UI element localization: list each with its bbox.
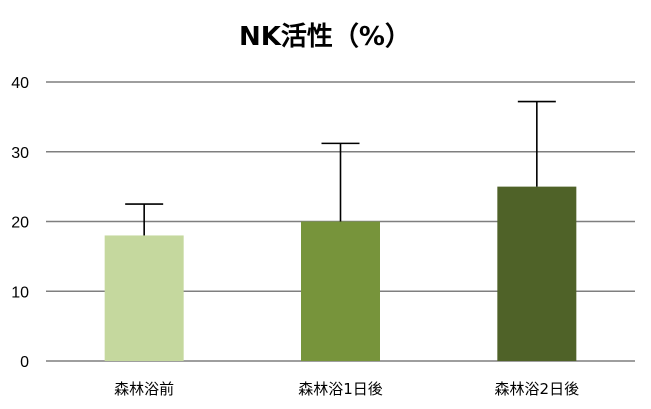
y-axis-ticks: 0 10 20 30 40 bbox=[11, 75, 29, 371]
y-tick-label: 40 bbox=[11, 75, 29, 92]
bar bbox=[301, 221, 380, 361]
bars bbox=[104, 186, 577, 361]
x-axis-labels: 森林浴前 森林浴1日後 森林浴2日後 bbox=[114, 380, 579, 398]
y-tick-label: 20 bbox=[11, 215, 29, 232]
y-tick-label: 10 bbox=[11, 284, 29, 301]
x-tick-label: 森林浴1日後 bbox=[298, 380, 383, 398]
error-bar bbox=[125, 203, 164, 236]
error-bar bbox=[321, 142, 360, 222]
x-tick-label: 森林浴2日後 bbox=[495, 380, 580, 398]
error-bar bbox=[517, 100, 556, 187]
x-tick-label: 森林浴前 bbox=[114, 380, 174, 398]
bar bbox=[497, 186, 577, 361]
chart-title: NK活性（%） bbox=[239, 22, 411, 52]
error-bars bbox=[125, 100, 556, 236]
bar bbox=[104, 235, 184, 361]
y-tick-label: 30 bbox=[11, 145, 29, 162]
y-tick-label: 0 bbox=[20, 354, 29, 371]
